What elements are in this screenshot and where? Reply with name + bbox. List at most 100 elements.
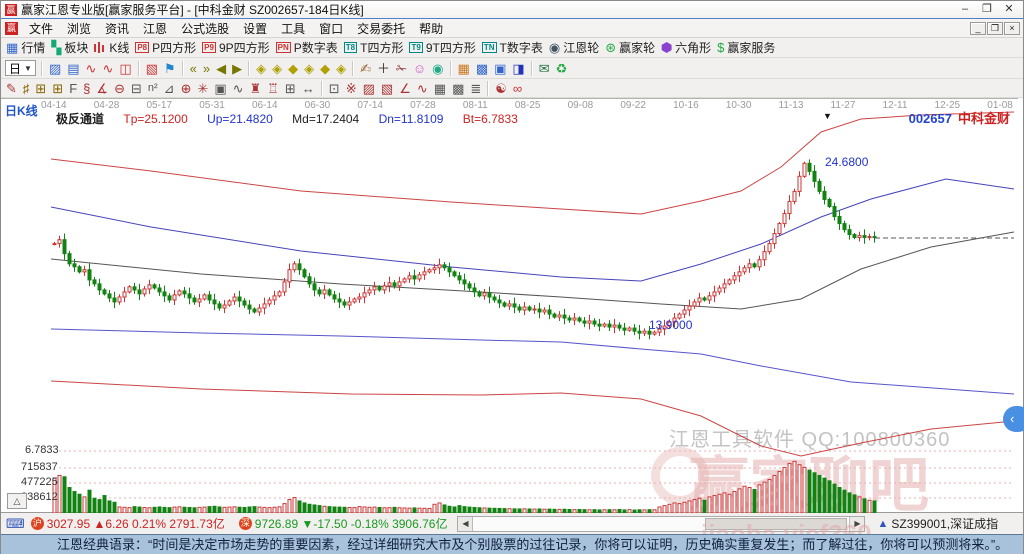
diamond-h-icon[interactable]: ◆ — [285, 60, 301, 77]
snip-tool-icon[interactable]: ✁ — [393, 60, 410, 77]
window-grid-icon[interactable]: ⊞ — [282, 80, 299, 97]
diamond-expand-icon[interactable]: ◆ — [317, 60, 333, 77]
rays-tool-icon[interactable]: ※ — [343, 80, 360, 97]
width-tool-icon[interactable]: ↔ — [299, 80, 318, 97]
price-grid-icon[interactable]: ⊟ — [128, 80, 145, 97]
tab-daily-kline[interactable]: 日K线 — [5, 104, 38, 118]
zigzag-tool-icon[interactable]: ∿ — [414, 80, 431, 97]
angle-tool-icon[interactable]: ∠ — [396, 80, 414, 97]
period-selector[interactable]: 日 ▼ — [5, 60, 36, 76]
menu-item-2[interactable]: 资讯 — [105, 21, 130, 36]
last-page-icon[interactable]: » — [200, 60, 213, 77]
disk-icon[interactable]: ◨ — [509, 60, 527, 77]
gann-wheel-button[interactable]: ◉ 江恩轮 — [546, 39, 602, 56]
trend-small-icon[interactable]: ∿ — [83, 60, 100, 77]
diamond-right-icon[interactable]: ◈ — [269, 60, 285, 77]
gann-grid2-icon[interactable]: ⊞ — [49, 80, 66, 97]
expand-pane-button[interactable]: △ — [7, 493, 27, 509]
menu-item-9[interactable]: 帮助 — [419, 21, 444, 36]
side-panel-toggle-button[interactable]: ‹ — [1003, 406, 1024, 432]
sh-index-quote[interactable]: 3027.95 ▲6.26 0.21% 2791.73亿 — [46, 517, 225, 531]
face-icon[interactable]: ☺ — [410, 60, 429, 77]
gann-circle-icon[interactable]: ⊕ — [178, 80, 195, 97]
stack-tool-icon[interactable]: ≣ — [467, 80, 484, 97]
overlay-frame-icon[interactable]: ▧ — [143, 60, 161, 77]
refresh-icon[interactable]: ♻ — [553, 60, 571, 77]
calculator-icon[interactable]: ▩ — [473, 60, 491, 77]
scrollbar-track[interactable] — [473, 517, 849, 531]
menu-item-4[interactable]: 公式选股 — [181, 21, 230, 36]
trend-large-icon[interactable]: ∿ — [99, 60, 116, 77]
apex-tool-icon[interactable]: ⊿ — [161, 80, 178, 97]
hand-tool-icon[interactable]: ✍ — [357, 60, 374, 77]
save-layout-icon[interactable]: ▣ — [491, 60, 509, 77]
calendar-icon[interactable]: ▦ — [455, 60, 473, 77]
candlestick-plot[interactable] — [1, 99, 1018, 513]
panel-tool-icon[interactable]: ⊡ — [326, 80, 343, 97]
menu-item-6[interactable]: 工具 — [281, 21, 306, 36]
cycle-tool-icon[interactable]: ⊖ — [111, 80, 128, 97]
diamond-left-icon[interactable]: ◈ — [253, 60, 269, 77]
first-page-icon[interactable]: « — [187, 60, 200, 77]
mail-icon[interactable]: ✉ — [536, 60, 553, 77]
gann-star-icon[interactable]: ✳ — [194, 80, 211, 97]
scroll-right-icon[interactable]: ▶ — [849, 516, 865, 531]
yinyang-icon[interactable]: ☯ — [492, 80, 510, 97]
t9-square-button[interactable]: T9 9T四方形 — [406, 39, 478, 56]
measure-angle-icon[interactable]: ∡ — [93, 80, 111, 97]
coin-badge-icon[interactable]: ◉ — [429, 60, 446, 77]
gann-grid-icon[interactable]: ⊞ — [32, 80, 49, 97]
report-list-icon[interactable]: ▤ — [64, 60, 82, 77]
infinity-icon[interactable]: ∞ — [510, 80, 525, 97]
quotes-button[interactable]: ▦ 行情 — [3, 39, 48, 56]
kline-button[interactable]: K线 — [91, 39, 132, 56]
next-candle-icon[interactable]: ▶ — [229, 60, 245, 77]
mdi-restore-button[interactable]: ❐ — [987, 21, 1003, 35]
current-symbol-label[interactable]: ▲ SZ399001,深证成指 — [877, 517, 999, 531]
grid6-tool-icon[interactable]: ▩ — [449, 80, 467, 97]
pagoda-tool-icon[interactable]: ♜ — [247, 80, 265, 97]
box-chart-icon[interactable]: ▣ — [211, 80, 229, 97]
minimize-button[interactable]: – — [961, 2, 969, 15]
menu-item-8[interactable]: 交易委托 — [357, 21, 406, 36]
menu-item-1[interactable]: 浏览 — [67, 21, 92, 36]
grid5-tool-icon[interactable]: ▦ — [431, 80, 449, 97]
menu-item-3[interactable]: 江恩 — [143, 21, 168, 36]
mdi-minimize-button[interactable]: _ — [970, 21, 986, 35]
fib-lines-icon[interactable]: ♯ — [20, 80, 33, 97]
mdi-close-button[interactable]: × — [1004, 21, 1020, 35]
menu-item-7[interactable]: 窗口 — [319, 21, 344, 36]
t-table-button[interactable]: TN T数字表 — [479, 39, 546, 56]
pagoda2-tool-icon[interactable]: ♖ — [264, 80, 282, 97]
wave-tool-icon[interactable]: ∿ — [230, 80, 247, 97]
hexagon-button[interactable]: 六角形 — [658, 39, 714, 56]
shade2-tool-icon[interactable]: ▧ — [378, 80, 396, 97]
sz-index-quote[interactable]: 9726.89 ▼-17.50 -0.18% 3906.76亿 — [254, 517, 448, 531]
sectors-button[interactable]: ▚ 板块 — [48, 39, 91, 56]
scroll-left-icon[interactable]: ◀ — [458, 516, 474, 531]
n2-tool-icon[interactable]: n² — [145, 80, 161, 97]
restore-button[interactable]: ❐ — [982, 2, 992, 15]
winner-service-button[interactable]: $ 赢家服务 — [714, 39, 778, 56]
color-flag-icon[interactable]: ⚑ — [161, 60, 179, 77]
chart-scrollbar[interactable]: ◀ ▶ — [457, 515, 866, 532]
close-button[interactable]: ✕ — [1004, 2, 1014, 15]
p-table-button[interactable]: PN P数字表 — [273, 39, 341, 56]
diamond-all-icon[interactable]: ◈ — [333, 60, 349, 77]
p-square-button[interactable]: P8 P四方形 — [132, 39, 199, 56]
winner-wheel-button[interactable]: ⊛ 赢家轮 — [602, 39, 658, 56]
fraction-tool-icon[interactable]: F — [66, 80, 80, 97]
diamond-v-icon[interactable]: ◈ — [301, 60, 317, 77]
keyboard-icon[interactable]: ⌨ — [6, 515, 25, 531]
shade-tool-icon[interactable]: ▨ — [360, 80, 378, 97]
t-square-button[interactable]: T8 T四方形 — [341, 39, 407, 56]
pen-tool-icon[interactable]: ✎ — [3, 80, 20, 97]
spiral-tool-icon[interactable]: § — [80, 80, 93, 97]
p9-square-button[interactable]: P9 9P四方形 — [199, 39, 272, 56]
menu-item-0[interactable]: 文件 — [29, 21, 54, 36]
crosshair-icon[interactable]: ＋ — [374, 60, 393, 77]
scrollbar-thumb[interactable] — [704, 517, 848, 530]
candle-style-icon[interactable]: ◫ — [116, 60, 134, 77]
prev-candle-icon[interactable]: ◀ — [213, 60, 229, 77]
menu-item-5[interactable]: 设置 — [243, 21, 268, 36]
